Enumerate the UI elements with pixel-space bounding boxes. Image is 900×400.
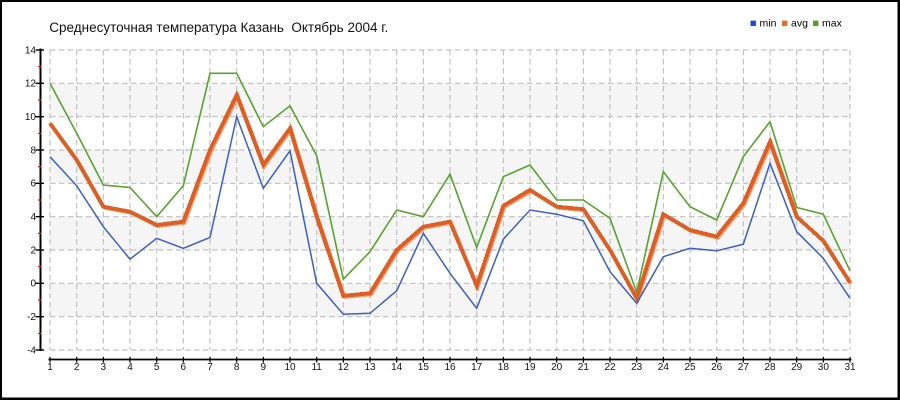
svg-text:6: 6 — [30, 179, 36, 190]
svg-text:8: 8 — [234, 362, 240, 373]
svg-text:22: 22 — [604, 362, 616, 373]
svg-text:6: 6 — [181, 362, 187, 373]
svg-text:0: 0 — [30, 279, 36, 290]
svg-text:25: 25 — [684, 362, 696, 373]
svg-text:19: 19 — [524, 362, 536, 373]
svg-text:5: 5 — [154, 362, 160, 373]
svg-text:-2: -2 — [27, 312, 36, 323]
svg-text:4: 4 — [127, 362, 133, 373]
svg-text:12: 12 — [25, 79, 37, 90]
svg-text:11: 11 — [311, 362, 322, 373]
svg-text:31: 31 — [844, 362, 856, 373]
svg-text:min: min — [760, 18, 777, 30]
svg-text:Среднесуточная температура Каз: Среднесуточная температура Казань Октябр… — [49, 20, 388, 35]
svg-text:avg: avg — [791, 18, 808, 30]
svg-text:20: 20 — [551, 362, 563, 373]
svg-text:2: 2 — [30, 245, 36, 256]
svg-text:3: 3 — [101, 362, 107, 373]
svg-text:29: 29 — [791, 362, 803, 373]
svg-text:13: 13 — [364, 362, 376, 373]
svg-text:10: 10 — [25, 112, 37, 123]
svg-text:16: 16 — [444, 362, 456, 373]
svg-text:30: 30 — [818, 362, 830, 373]
svg-text:9: 9 — [261, 362, 267, 373]
svg-text:10: 10 — [284, 362, 296, 373]
svg-text:23: 23 — [631, 362, 643, 373]
svg-text:4: 4 — [30, 212, 36, 223]
svg-text:1: 1 — [47, 362, 53, 373]
svg-text:15: 15 — [418, 362, 430, 373]
svg-text:26: 26 — [711, 362, 723, 373]
svg-text:27: 27 — [738, 362, 750, 373]
svg-text:14: 14 — [25, 45, 37, 56]
svg-text:28: 28 — [764, 362, 776, 373]
svg-text:max: max — [822, 18, 843, 30]
svg-text:8: 8 — [30, 145, 36, 156]
svg-text:12: 12 — [338, 362, 350, 373]
svg-text:18: 18 — [498, 362, 510, 373]
svg-text:-4: -4 — [27, 345, 36, 356]
svg-text:14: 14 — [391, 362, 403, 373]
svg-text:21: 21 — [578, 362, 590, 373]
svg-text:17: 17 — [471, 362, 483, 373]
svg-text:24: 24 — [658, 362, 670, 373]
svg-text:7: 7 — [207, 362, 213, 373]
svg-text:2: 2 — [74, 362, 80, 373]
